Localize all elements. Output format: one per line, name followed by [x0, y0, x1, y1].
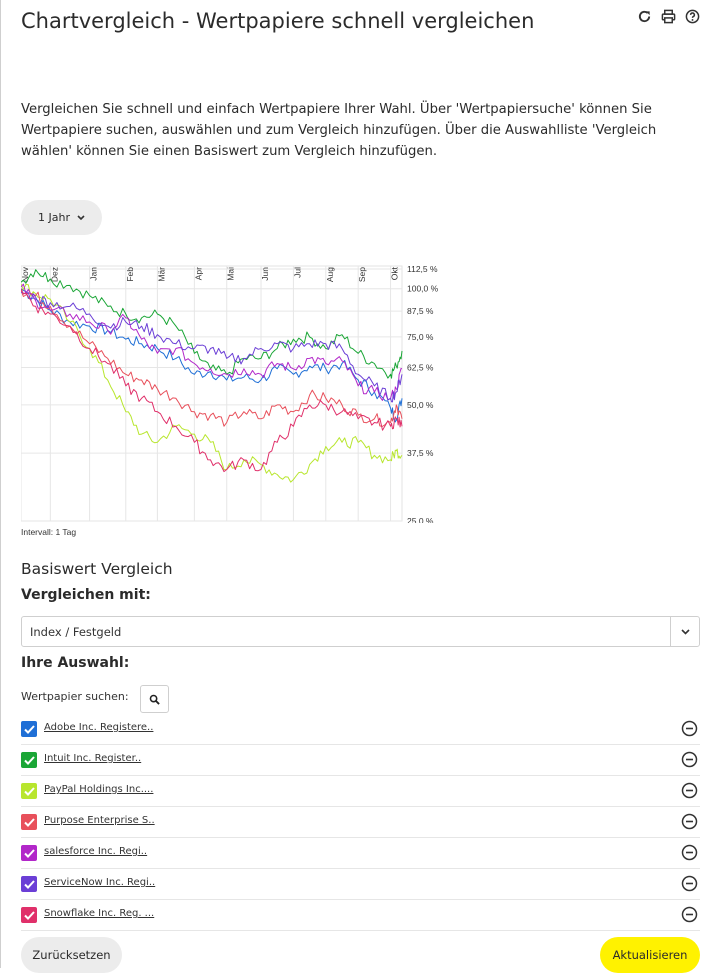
checkmark-icon [23, 724, 35, 734]
refresh-icon[interactable] [637, 9, 652, 24]
security-link[interactable]: Adobe Inc. Registere.. [44, 722, 154, 733]
x-tick-label: Jun [260, 267, 270, 281]
intro-text: Vergleichen Sie schnell und einfach Wert… [21, 102, 657, 159]
y-tick-label: 75,0 % [407, 332, 434, 342]
checkmark-icon [23, 848, 35, 858]
x-tick-label: Mär [156, 267, 166, 282]
search-label: Wertpapier suchen: [21, 690, 129, 703]
compare-label: Vergleichen mit: [21, 587, 151, 603]
y-tick-label: 100,0 % [407, 284, 439, 294]
print-icon[interactable] [661, 9, 676, 24]
remove-icon[interactable] [681, 906, 698, 923]
x-tick-label: Jan [89, 267, 99, 281]
y-tick-label: 50,0 % [407, 400, 434, 410]
list-item: Snowflake Inc. Reg. ... [21, 900, 700, 931]
x-tick-label: Sep [357, 267, 367, 282]
checkbox[interactable] [21, 783, 37, 799]
remove-icon[interactable] [681, 720, 698, 737]
y-tick-label: 25,0 % [407, 516, 434, 523]
chevron-down-icon [680, 628, 690, 635]
select-arrow[interactable] [670, 617, 699, 646]
remove-icon[interactable] [681, 813, 698, 830]
header-tools [637, 9, 700, 24]
chevron-down-icon [77, 214, 85, 220]
checkbox[interactable] [21, 907, 37, 923]
list-item: Adobe Inc. Registere.. [21, 714, 700, 745]
selection-title: Ihre Auswahl: [21, 655, 130, 671]
checkmark-icon [23, 786, 35, 796]
checkmark-icon [23, 817, 35, 827]
list-item: ServiceNow Inc. Regi.. [21, 869, 700, 900]
y-tick-label: 87,5 % [407, 306, 434, 316]
help-icon[interactable] [685, 9, 700, 24]
series-line [21, 288, 403, 423]
compare-select[interactable]: Index / Festgeld [21, 616, 700, 647]
compare-select-value: Index / Festgeld [30, 625, 122, 639]
search-button[interactable] [140, 685, 169, 713]
checkmark-icon [23, 879, 35, 889]
remove-icon[interactable] [681, 751, 698, 768]
y-tick-label: 112,5 % [407, 264, 438, 274]
x-tick-label: Mai [226, 267, 236, 281]
x-tick-label: Aug [325, 267, 335, 282]
period-dropdown[interactable]: 1 Jahr [21, 200, 102, 235]
period-label: 1 Jahr [38, 211, 70, 224]
series-line [21, 288, 403, 473]
x-tick-label: Nov [21, 266, 30, 282]
list-item: Purpose Enterprise S.. [21, 807, 700, 838]
checkmark-icon [23, 910, 35, 920]
x-tick-label: Okt [390, 266, 400, 280]
y-tick-label: 37,5 % [407, 448, 434, 458]
list-item: Intuit Inc. Register.. [21, 745, 700, 776]
checkbox[interactable] [21, 721, 37, 737]
list-item: salesforce Inc. Regi.. [21, 838, 700, 869]
series-line [21, 290, 403, 427]
checkbox[interactable] [21, 814, 37, 830]
y-tick-label: 62,5 % [407, 362, 434, 372]
reset-button[interactable]: Zurücksetzen [21, 937, 122, 973]
remove-icon[interactable] [681, 782, 698, 799]
interval-label: Intervall: 1 Tag [21, 527, 77, 537]
checkbox[interactable] [21, 845, 37, 861]
remove-icon[interactable] [681, 875, 698, 892]
security-link[interactable]: Intuit Inc. Register.. [44, 753, 142, 764]
page-title: Chartvergleich - Wertpapiere schnell ver… [21, 9, 535, 33]
page-border [0, 0, 1, 968]
security-link[interactable]: Snowflake Inc. Reg. ... [44, 908, 155, 919]
security-link[interactable]: salesforce Inc. Regi.. [44, 846, 148, 857]
checkmark-icon [23, 755, 35, 765]
checkbox[interactable] [21, 876, 37, 892]
security-link[interactable]: Purpose Enterprise S.. [44, 815, 155, 826]
series-line [21, 283, 403, 401]
basis-title: Basiswert Vergleich [21, 560, 173, 578]
update-button[interactable]: Aktualisieren [600, 937, 700, 973]
comparison-chart: 112,5 % 100,0 % 87,5 % 75,0 % 62,5 % 50,0 % 37… [21, 264, 439, 523]
list-item: PayPal Holdings Inc.... [21, 776, 700, 807]
selection-list: Adobe Inc. Registere.. Intuit Inc. Regis… [21, 714, 700, 931]
plot-area [21, 265, 403, 522]
x-tick-label: Jul [292, 267, 302, 278]
security-link[interactable]: PayPal Holdings Inc.... [44, 784, 154, 795]
search-icon [149, 694, 160, 705]
security-link[interactable]: ServiceNow Inc. Regi.. [44, 877, 156, 888]
x-tick-label: Dez [49, 267, 59, 282]
x-tick-label: Apr [193, 267, 203, 280]
series-line [21, 291, 403, 403]
checkbox[interactable] [21, 752, 37, 768]
remove-icon[interactable] [681, 844, 698, 861]
x-tick-label: Feb [125, 267, 135, 282]
